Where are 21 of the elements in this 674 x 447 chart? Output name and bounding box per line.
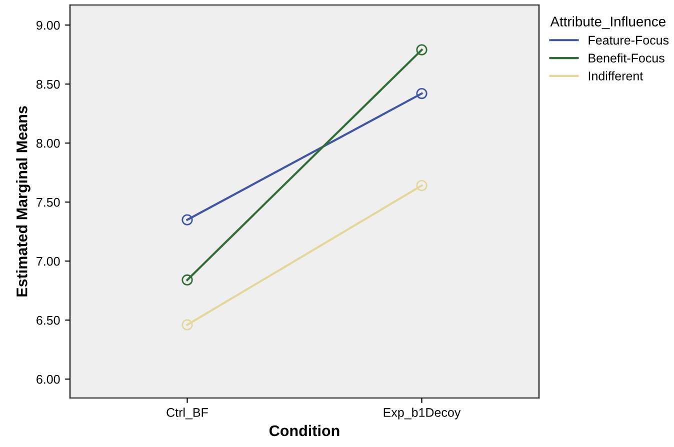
y-tick-label: 6.50 bbox=[36, 316, 60, 325]
y-tick-label: 8.00 bbox=[36, 138, 60, 148]
y-tick-label: 7.50 bbox=[36, 198, 60, 207]
point bbox=[416, 44, 428, 56]
x-tick-label: Ctrl_BF bbox=[166, 408, 208, 420]
x-tick-label: Exp_b1Decoy bbox=[384, 408, 461, 420]
point bbox=[182, 319, 193, 330]
y-tick-label: 9.00 bbox=[36, 20, 60, 30]
legend-label: Feature-Focus bbox=[588, 36, 669, 45]
y-tick-label: 6.00 bbox=[36, 374, 60, 384]
legend-label: Benefit-Focus bbox=[588, 53, 664, 63]
y-axis-title: Estimated Marginal Means bbox=[16, 106, 30, 296]
legend-label: Indifferent bbox=[588, 71, 644, 80]
point bbox=[416, 88, 428, 100]
point bbox=[416, 180, 428, 192]
point bbox=[182, 274, 193, 286]
point bbox=[182, 214, 193, 226]
y-tick-label: 7.00 bbox=[36, 256, 60, 266]
legend-title: Attribute_Influence bbox=[550, 16, 666, 30]
y-tick-label: 8.50 bbox=[36, 80, 60, 89]
x-axis-title: Condition bbox=[269, 424, 340, 436]
